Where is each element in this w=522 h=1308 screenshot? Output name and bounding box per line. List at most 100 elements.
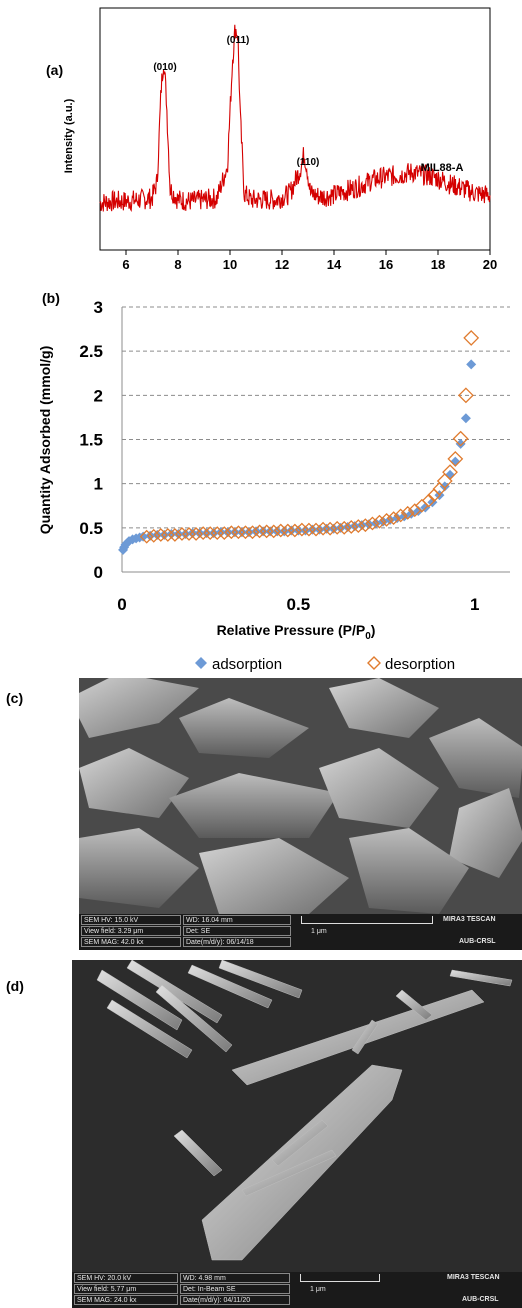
xrd-x-tick-label: 12 [275, 257, 289, 272]
isotherm-x-axis-label-end: ) [371, 622, 376, 638]
xrd-x-tick-label: 18 [431, 257, 445, 272]
isotherm-x-axis-label-subscript: 0 [365, 631, 371, 642]
sem-d-det: Det: In-Beam SE [180, 1284, 290, 1294]
isotherm-x-tick-label: 1 [470, 595, 479, 614]
adsorption-point [328, 523, 339, 534]
xrd-x-tick-label: 20 [483, 257, 497, 272]
xrd-series [99, 24, 491, 213]
desorption-series [139, 329, 480, 544]
desorption-point [302, 522, 316, 537]
sem-c-scale-bar [301, 916, 433, 924]
isotherm-y-axis-label: Quantity Adsorbed (mmol/g) [37, 346, 53, 534]
adsorption-point [187, 528, 198, 539]
legend-desorption-label: desorption [385, 656, 455, 673]
isotherm-x-axis: 0 0.5 1 [117, 595, 479, 614]
panel-label-b: (b) [42, 290, 60, 306]
adsorption-point [272, 526, 283, 537]
adsorption-point [173, 529, 184, 540]
desorption-point [457, 387, 474, 404]
adsorption-point [300, 525, 311, 536]
isotherm-y-tick-label: 1 [94, 475, 103, 494]
adsorption-point [251, 526, 262, 537]
adsorption-point [342, 521, 353, 532]
isotherm-y-tick-label: 2.5 [79, 342, 103, 361]
sem-c-mag: SEM MAG: 42.0 kx [81, 937, 181, 947]
sem-d-date: Date(m/d/y): 04/11/20 [180, 1295, 290, 1305]
adsorption-point [439, 481, 450, 492]
desorption-point [203, 526, 218, 541]
adsorption-point [363, 519, 374, 530]
sem-d-mag: SEM MAG: 24.0 kx [74, 1295, 178, 1305]
sem-info-bar-c: SEM HV: 15.0 kV View field: 3.29 μm SEM … [79, 914, 522, 950]
desorption-point [266, 524, 281, 539]
isotherm-x-axis-label: Relative Pressure (P/P0) [217, 622, 376, 642]
adsorption-point [222, 527, 233, 538]
desorption-point [160, 527, 175, 542]
desorption-point [210, 526, 225, 541]
panel-label-c: (c) [6, 690, 24, 706]
adsorption-point [265, 526, 276, 537]
adsorption-point [335, 522, 346, 533]
sem-d-scale-bar [300, 1274, 380, 1282]
desorption-point [452, 430, 469, 447]
adsorption-point [138, 531, 149, 542]
adsorption-point [166, 529, 177, 540]
adsorption-point [314, 524, 325, 535]
adsorption-point [258, 526, 269, 537]
isotherm-x-tick-label: 0 [117, 595, 126, 614]
xrd-series-line [99, 24, 491, 213]
isotherm-grid [122, 306, 510, 529]
desorption-point [407, 503, 422, 518]
isotherm-y-axis: 0 0.5 1 1.5 2 2.5 3 [79, 298, 103, 582]
isotherm-y-tick-label: 0 [94, 563, 103, 582]
xrd-x-tick-label: 14 [327, 257, 342, 272]
desorption-point [393, 508, 408, 523]
isotherm-y-tick-label: 2 [94, 386, 103, 405]
isotherm-chart: 00.511.522.53 0 0.5 1 Quantity Adsorbed (m… [37, 298, 510, 673]
desorption-point [167, 527, 182, 542]
adsorption-point [286, 525, 297, 536]
legend-desorption-marker [367, 656, 381, 670]
adsorption-point [466, 359, 477, 370]
adsorption-point [279, 526, 290, 537]
xrd-x-tick-label: 6 [122, 257, 129, 272]
legend-adsorption-marker [195, 657, 207, 669]
isotherm-x-tick-label: 0.5 [287, 595, 311, 614]
adsorption-point [356, 520, 367, 531]
adsorption-series [118, 359, 477, 555]
desorption-point [323, 521, 338, 536]
desorption-point [231, 525, 246, 540]
sem-d-hv: SEM HV: 20.0 kV [74, 1273, 178, 1283]
adsorption-point [152, 529, 163, 540]
panel-label-d: (d) [6, 978, 24, 994]
desorption-point [400, 505, 415, 520]
adsorption-point [413, 506, 424, 517]
xrd-peak-label-110: (110) [297, 157, 320, 168]
xrd-chart: Intensity (a.u.) 6 8 10 12 14 16 18 20 (010) (0… [63, 7, 497, 272]
sem-d-org: AUB-CRSL [462, 1296, 499, 1303]
adsorption-point [307, 524, 318, 535]
adsorption-point [201, 528, 212, 539]
desorption-point [280, 523, 295, 538]
sem-d-brand: MIRA3 TESCAN [447, 1274, 500, 1281]
adsorption-point [229, 527, 240, 538]
isotherm-x-axis-label-main: Relative Pressure (P/P [217, 622, 366, 638]
adsorption-point [180, 529, 191, 540]
adsorption-point [243, 527, 254, 538]
desorption-point [463, 329, 480, 346]
sem-c-org: AUB-CRSL [459, 938, 496, 945]
isotherm-y-tick-label: 3 [94, 298, 103, 317]
sem-c-view-field: View field: 3.29 μm [81, 926, 181, 936]
xrd-plot-frame [99, 7, 491, 251]
isotherm-y-tick-label: 1.5 [79, 431, 103, 450]
xrd-x-tick-label: 10 [223, 257, 237, 272]
sem-c-hv: SEM HV: 15.0 kV [81, 915, 181, 925]
sem-c-scale-label: 1 μm [311, 928, 327, 935]
sem-c-brand: MIRA3 TESCAN [443, 916, 496, 923]
sem-c-date: Date(m/d/y): 06/14/18 [183, 937, 291, 947]
adsorption-point [455, 438, 466, 449]
desorption-point [139, 529, 154, 544]
desorption-point [189, 527, 203, 541]
adsorption-point [124, 536, 135, 547]
adsorption-point [293, 525, 304, 536]
